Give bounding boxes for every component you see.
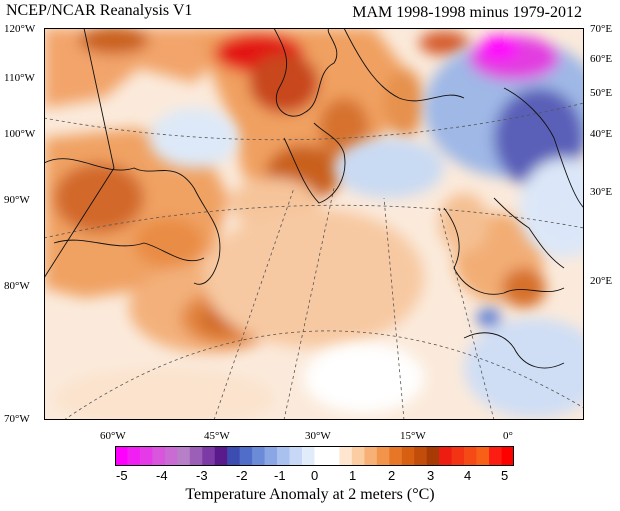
lat-label-right: 20°E (590, 275, 613, 287)
colorbar-swatch (239, 446, 253, 466)
colorbar-swatch (115, 446, 128, 466)
colorbar-swatch (277, 446, 290, 466)
colorbar-swatch (439, 446, 452, 466)
colorbar-tick: 0 (311, 468, 319, 483)
lon-label: 15°W (400, 430, 426, 442)
lon-label: 30°W (305, 430, 331, 442)
lat-label-right: 60°E (590, 53, 613, 65)
colorbar-swatch (289, 446, 303, 466)
lat-label-left: 90°W (4, 194, 30, 206)
lat-label-right: 40°E (590, 128, 613, 140)
colorbar-swatch (339, 446, 353, 466)
colorbar-swatch (414, 446, 428, 466)
colorbar-label: Temperature Anomaly at 2 meters (°C) (185, 486, 435, 503)
lat-label-right: 30°E (590, 186, 613, 198)
colorbar-swatch (364, 446, 378, 466)
lon-label: 0° (503, 430, 513, 442)
colorbar-swatch (202, 446, 216, 466)
anomaly-map (44, 28, 584, 420)
colorbar-swatch (139, 446, 153, 466)
colorbar-swatch (164, 446, 178, 466)
colorbar-tick: 1 (349, 468, 357, 483)
colorbar-swatch (501, 446, 514, 466)
colorbar-swatch (451, 446, 465, 466)
colorbar-swatch (302, 446, 315, 466)
lon-label: 45°W (204, 430, 230, 442)
colorbar (115, 446, 514, 466)
colorbar-swatch (189, 446, 203, 466)
lat-label-right: 50°E (590, 87, 613, 99)
colorbar-tick: 3 (427, 468, 435, 483)
colorbar-swatch (264, 446, 278, 466)
colorbar-tick: -5 (116, 468, 128, 483)
colorbar-tick: -3 (196, 468, 208, 483)
colorbar-swatch (127, 446, 141, 466)
lon-label: 60°W (100, 430, 126, 442)
colorbar-tick: -2 (236, 468, 248, 483)
lat-label-left: 70°W (4, 413, 30, 425)
colorbar-tick: -1 (274, 468, 286, 483)
dataset-title: NCEP/NCAR Reanalysis V1 (6, 2, 193, 19)
colorbar-swatch (227, 446, 240, 466)
lat-label-left: 80°W (4, 280, 30, 292)
colorbar-swatch (389, 446, 403, 466)
colorbar-tick: 2 (388, 468, 396, 483)
colorbar-swatch (476, 446, 490, 466)
colorbar-swatch (177, 446, 191, 466)
lat-label-left: 110°W (4, 72, 35, 84)
lat-label-right: 70°E (590, 23, 613, 35)
colorbar-swatch (214, 446, 228, 466)
colorbar-swatch (376, 446, 390, 466)
colorbar-swatch (314, 446, 328, 466)
colorbar-swatch (426, 446, 440, 466)
lat-label-left: 120°W (4, 23, 36, 35)
colorbar-tick: 5 (501, 468, 509, 483)
colorbar-swatch (326, 446, 340, 466)
colorbar-tick: 4 (464, 468, 472, 483)
colorbar-swatch (351, 446, 365, 466)
colorbar-swatch (401, 446, 415, 466)
lat-label-left: 100°W (4, 128, 36, 140)
colorbar-swatch (489, 446, 502, 466)
colorbar-swatch (464, 446, 477, 466)
colorbar-swatch (152, 446, 166, 466)
colorbar-swatch (252, 446, 265, 466)
colorbar-frame (115, 446, 514, 466)
period-title: MAM 1998-1998 minus 1979-2012 (352, 4, 582, 21)
colorbar-tick: -4 (156, 468, 168, 483)
